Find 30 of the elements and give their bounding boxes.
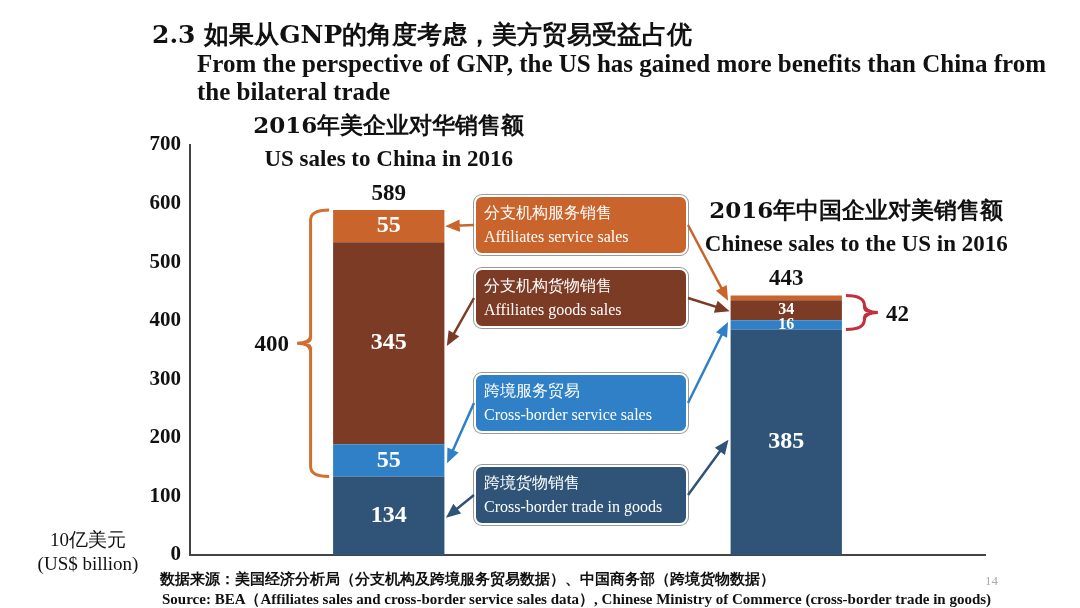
bar	[333, 210, 445, 243]
y-tick-label: 300	[149, 365, 181, 390]
data-label: 385	[768, 427, 805, 454]
source-note: 数据来源：美国经济分析局（分支机构及跨境服务贸易数据）、中国商务部（跨境货物数据）	[160, 570, 775, 589]
bar	[333, 476, 445, 555]
total-label: 443	[769, 265, 804, 291]
y-axis-title: 10亿美元 (US$ billion)	[37, 529, 139, 574]
chart-subtitle: From the perspective of GNP, the US has gained more benefits than China from the bilateral trade	[197, 50, 1048, 106]
y-tick-label: 500	[149, 248, 181, 273]
data-label: 345	[370, 328, 407, 355]
y-tick-label: 200	[149, 424, 181, 449]
y-tick-label: 600	[149, 189, 181, 214]
text: 14	[985, 573, 998, 589]
data-label: 55	[376, 445, 401, 472]
source-note: Source: BEA（Affiliates sales and cross-border service sales data）, Chinese Ministry of Commerce (cross-border trade in goods)	[162, 590, 992, 608]
annotation: 400	[254, 331, 290, 357]
bar	[730, 329, 842, 555]
x-tick-label: 2016年美企业对华销售额 US sales to China in 2016	[253, 110, 526, 171]
x-tick-label: 2016年中国企业对美销售额 Chinese sales to the US in 2016	[704, 196, 1008, 257]
y-tick-label: 400	[149, 307, 181, 332]
chart-title: 2.3 如果从GNP的角度考虑，美方贸易受益占优	[152, 19, 693, 51]
y-tick-label: 100	[149, 482, 181, 507]
annotation: 42	[885, 300, 909, 326]
y-tick-label: 700	[149, 131, 181, 156]
bar	[730, 320, 842, 330]
y-tick-label: 0	[170, 541, 181, 566]
data-label: 55	[376, 211, 401, 238]
total-label: 589	[371, 179, 406, 205]
data-label: 134	[370, 500, 407, 527]
bar	[333, 242, 445, 445]
